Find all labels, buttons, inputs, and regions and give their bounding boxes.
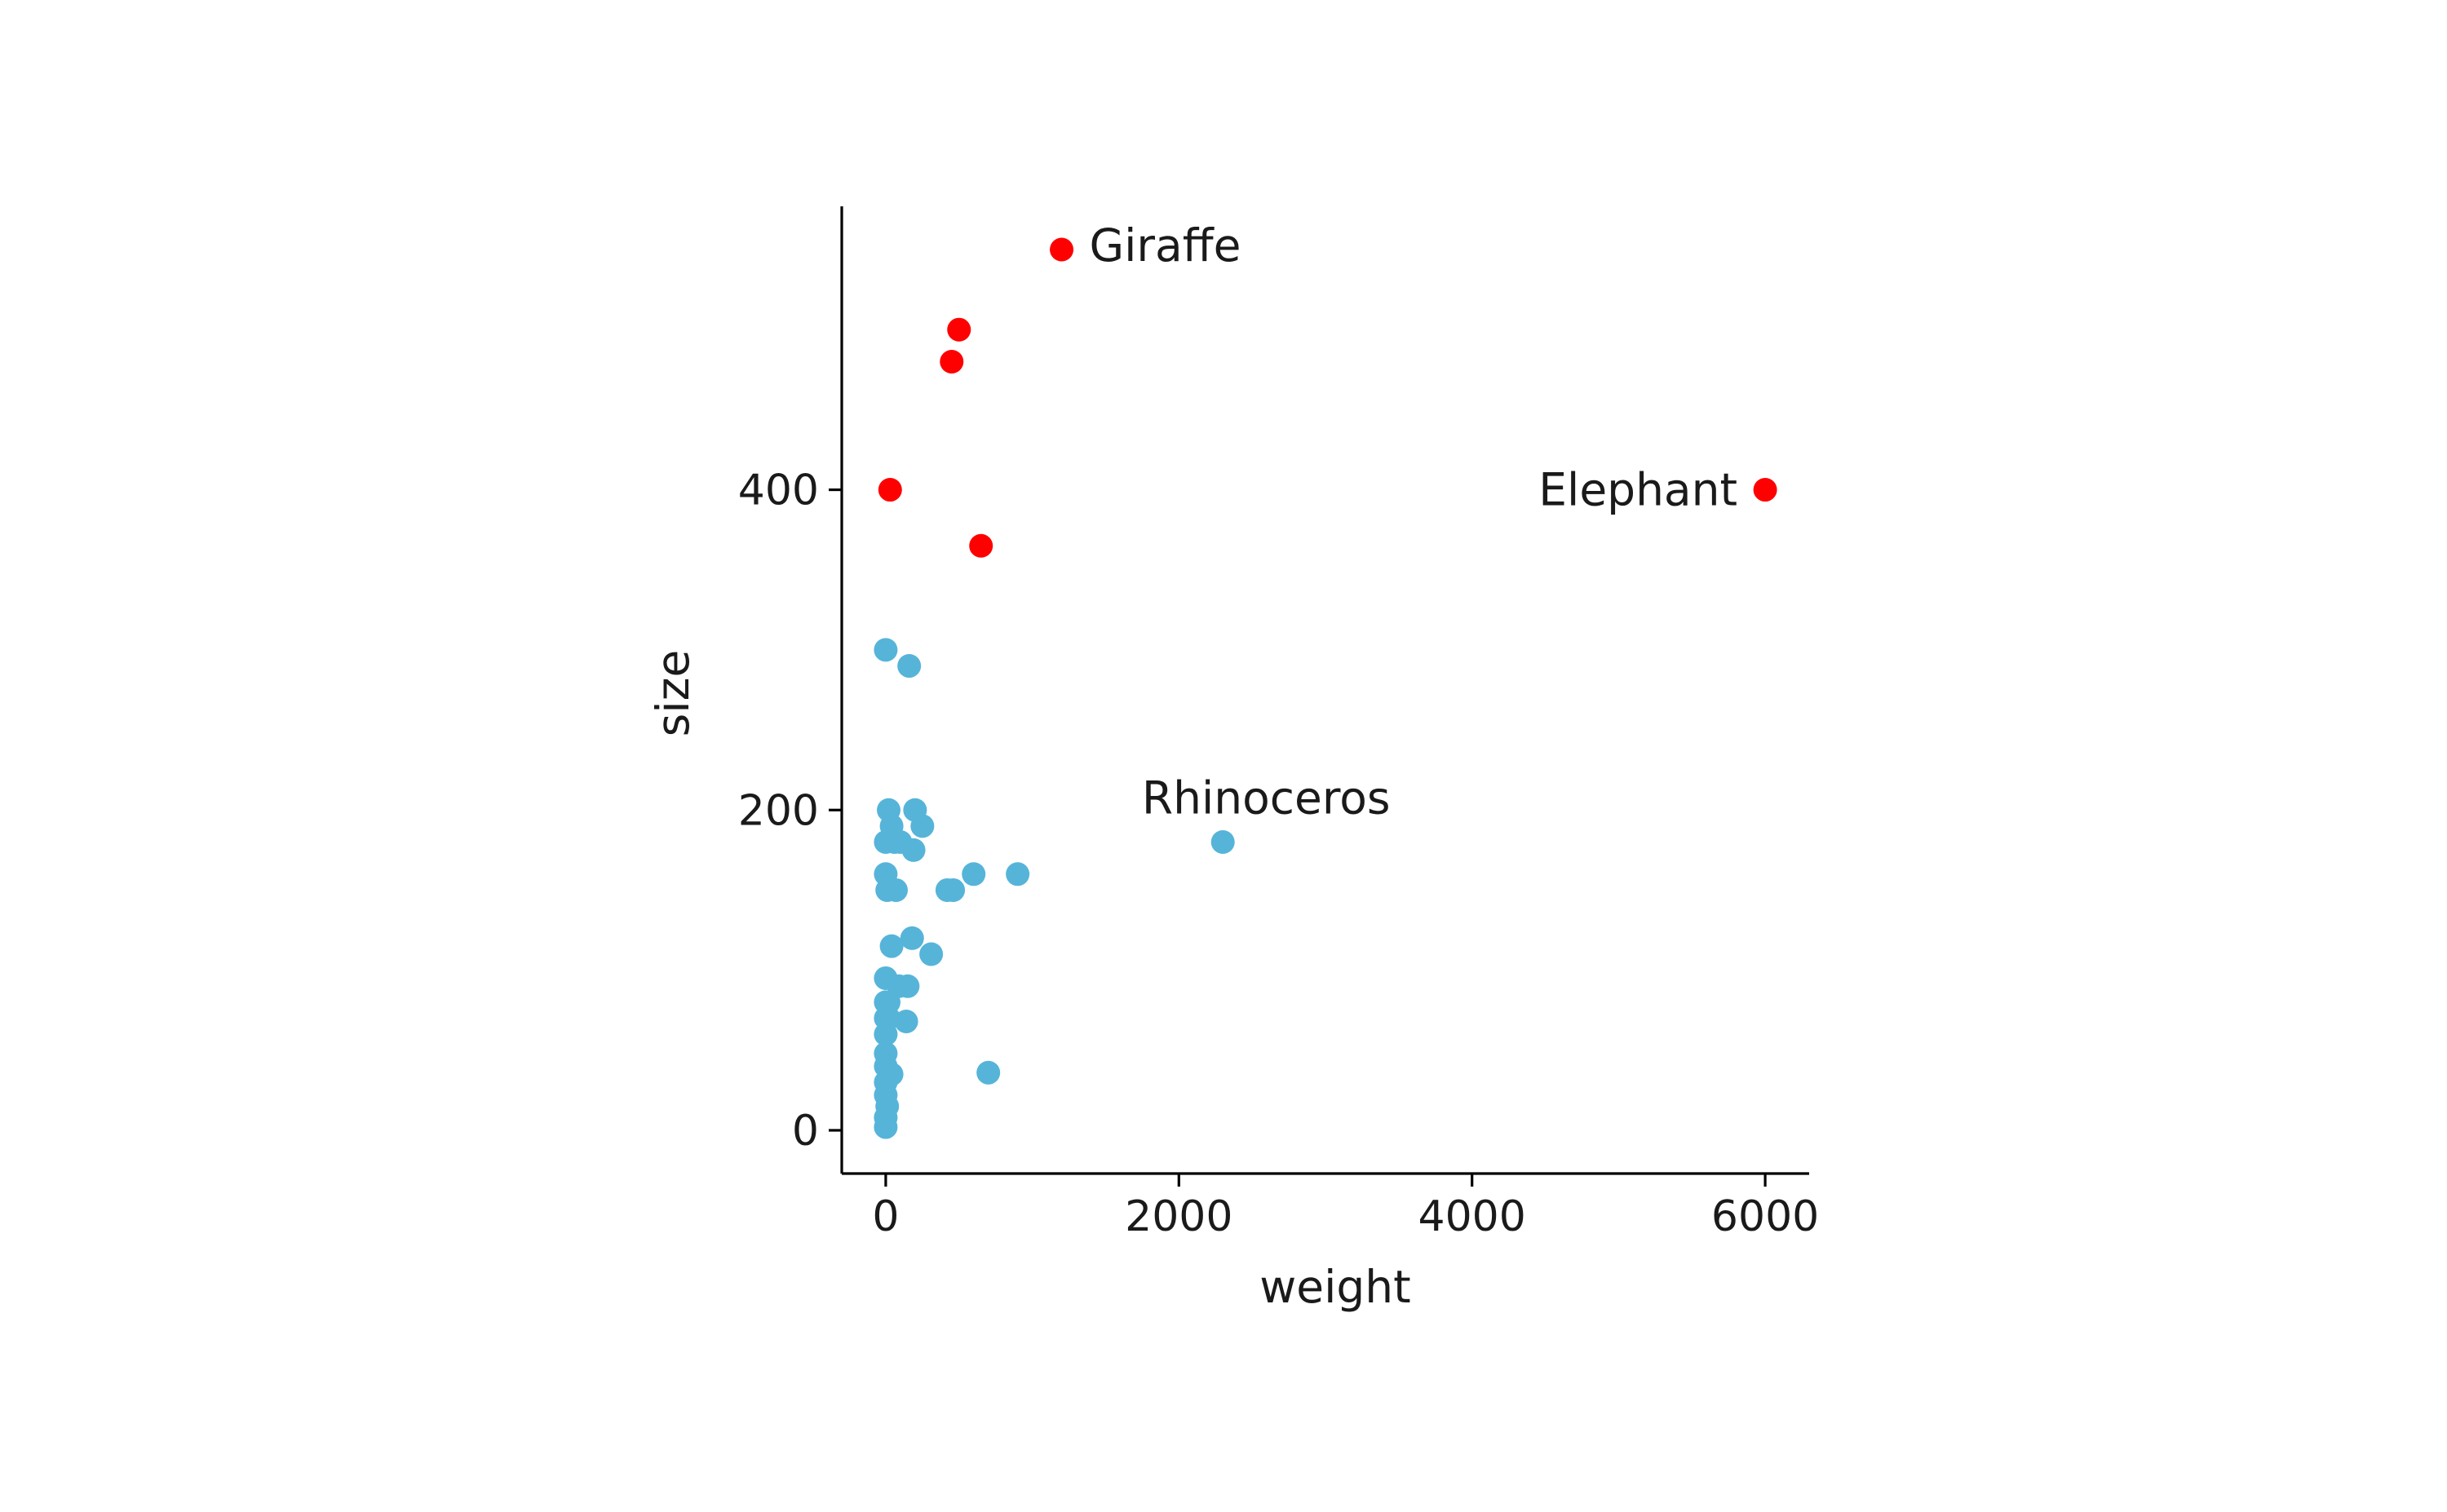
data-point [894, 1009, 918, 1033]
y-tick-label: 400 [738, 466, 819, 515]
data-point [874, 638, 898, 662]
data-point [947, 317, 971, 342]
point-giraffe [1050, 237, 1074, 262]
point-rhinoceros [1210, 830, 1235, 855]
data-point [969, 533, 993, 558]
x-tick-label: 4000 [1418, 1192, 1526, 1241]
axes [840, 206, 1809, 1175]
data-point [962, 862, 986, 886]
data-point [910, 814, 935, 838]
y-tick-label: 200 [738, 786, 819, 835]
data-point [883, 878, 908, 902]
data-point [941, 878, 966, 902]
point-labels: Giraffe Elephant Rhinoceros [1090, 219, 1738, 825]
data-point [897, 654, 922, 679]
data-point [940, 349, 964, 374]
data-point [878, 478, 902, 502]
data-point [901, 838, 926, 862]
data-point [879, 934, 904, 958]
x-tick-label: 0 [872, 1192, 899, 1241]
point-label-elephant: Elephant [1538, 464, 1737, 516]
y-axis-title: size [647, 650, 699, 737]
point-label-rhinoceros: Rhinoceros [1142, 772, 1391, 825]
x-tick-label: 6000 [1711, 1192, 1819, 1241]
data-point [900, 926, 924, 950]
data-points [874, 237, 1777, 1139]
data-point [874, 1022, 898, 1046]
x-axis-title: weight [1259, 1261, 1410, 1313]
x-axis-ticks: 0 2000 4000 6000 [872, 1174, 1819, 1241]
y-axis-ticks: 0 200 400 [738, 466, 842, 1156]
data-point [874, 1115, 898, 1139]
data-point [919, 942, 944, 966]
data-point [976, 1060, 1001, 1085]
point-elephant [1753, 478, 1777, 502]
x-tick-label: 2000 [1125, 1192, 1232, 1241]
point-label-giraffe: Giraffe [1090, 219, 1241, 272]
y-tick-label: 0 [792, 1107, 819, 1156]
data-point [1006, 862, 1030, 886]
data-point [896, 974, 920, 998]
